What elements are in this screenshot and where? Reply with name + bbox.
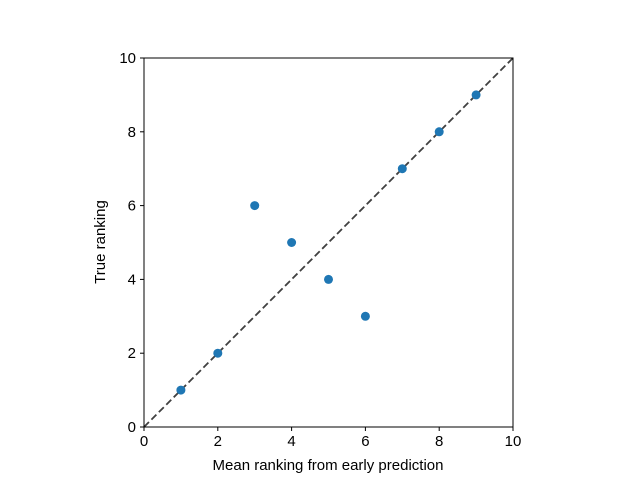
data-point-4 (287, 238, 297, 247)
y-tick-label-3: 6 (128, 198, 136, 215)
y-tick-label-0: 0 (128, 419, 136, 436)
data-point-3 (250, 201, 260, 211)
x-axis-label: Mean ranking from early prediction (213, 457, 444, 474)
data-point-6 (360, 311, 370, 321)
data-point-7 (397, 164, 407, 174)
y-axis-label: True ranking (92, 200, 109, 284)
data-point-9 (471, 90, 481, 100)
x-tick-label-4: 8 (435, 433, 443, 450)
x-tick-label-1: 2 (214, 433, 222, 450)
x-tick-label-0: 0 (140, 433, 148, 450)
reference-line (143, 57, 514, 428)
x-tick-label-2: 4 (287, 433, 295, 450)
data-point-1 (176, 385, 186, 395)
data-point-5 (324, 274, 333, 284)
y-tick-label-5: 10 (119, 50, 136, 67)
y-tick-label-4: 8 (128, 124, 136, 141)
plot-area (143, 57, 514, 428)
y-tick-label-2: 4 (128, 271, 136, 288)
axes: 0 2 4 6 8 10 0 2 4 6 8 10 (119, 50, 521, 450)
data-point-8 (434, 127, 444, 137)
plot-frame (143, 57, 514, 428)
x-tick-label-5: 10 (505, 433, 522, 450)
data-point-2 (213, 348, 223, 358)
y-tick-label-1: 2 (128, 345, 136, 362)
x-tick-label-3: 6 (361, 433, 369, 450)
